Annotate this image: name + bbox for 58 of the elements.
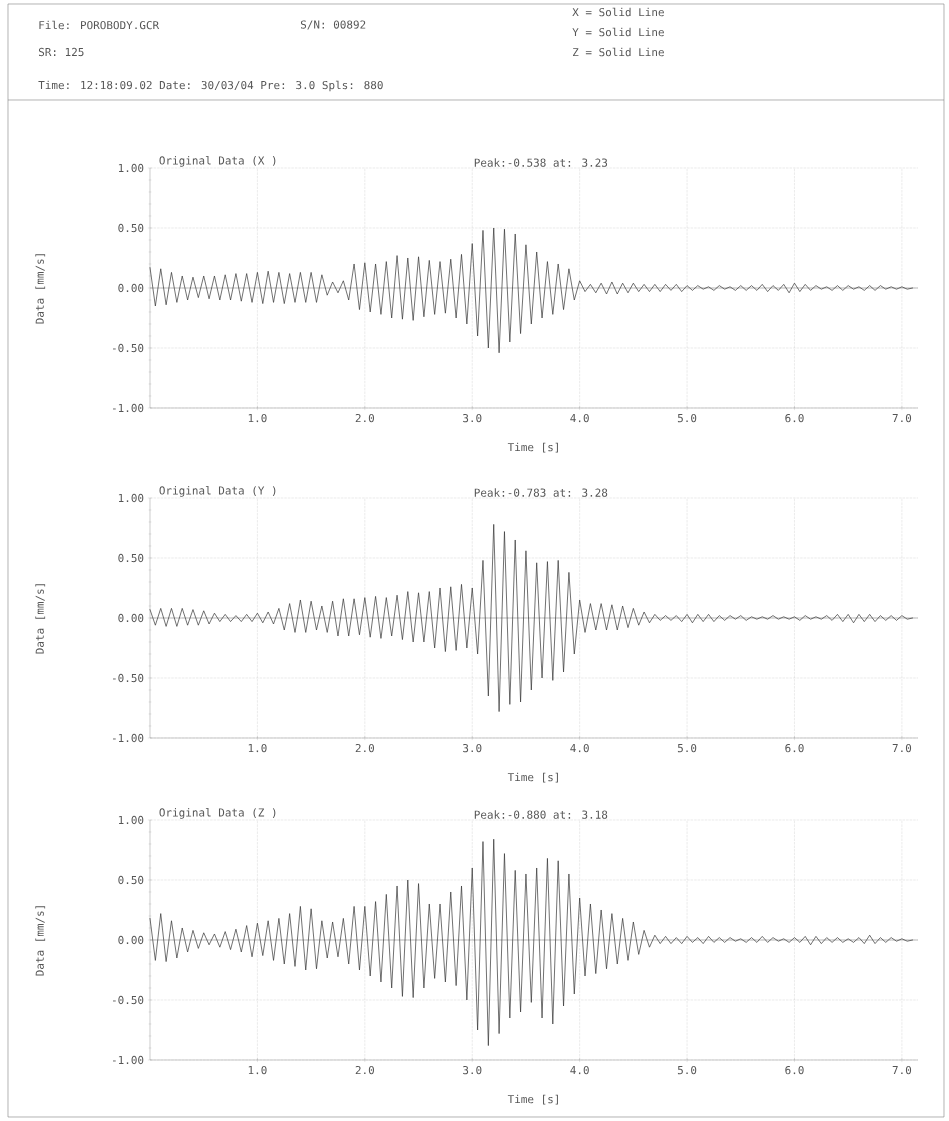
y-tick-label: 0.00 (118, 613, 144, 623)
x-tick-label: 6.0 (785, 743, 804, 753)
chart-title: Original Data (X ) (159, 156, 276, 167)
y-tick-label: 0.00 (118, 283, 144, 293)
x-axis-title: Time [s] (507, 442, 558, 453)
y-tick-label: 1.00 (118, 815, 144, 825)
x-tick-label: 7.0 (892, 413, 912, 423)
text: Peak:-0.783 at: 3.28 (474, 488, 608, 497)
chart-title: Original Data (Z ) (159, 808, 276, 819)
line-series (149, 524, 913, 712)
text: Time: 12:18:09.02 Date: 30/03/04 Pre: 3.0 Spls: 880 (38, 80, 383, 92)
line-series (149, 838, 913, 1046)
y-tick-label: 1.00 (118, 163, 144, 173)
y-tick-label: -0.50 (112, 995, 144, 1005)
x-tick-label: 2.0 (355, 1065, 375, 1075)
x-tick-label: 3.0 (463, 413, 482, 423)
x-tick-label: 4.0 (570, 413, 589, 423)
x-tick-label: 6.0 (785, 413, 804, 423)
y-tick-label: -1.00 (112, 1055, 144, 1065)
x-tick-label: 2.0 (355, 413, 375, 423)
x-tick-label: 6.0 (785, 1065, 804, 1075)
y-tick-label: 1.00 (118, 493, 144, 503)
y-axis-title: Data [mm/s] (35, 254, 46, 324)
x-axis-title: Time [s] (507, 1094, 558, 1105)
y-tick-label: -1.00 (112, 403, 144, 413)
x-tick-label: 7.0 (892, 1065, 912, 1075)
x-tick-label: 5.0 (677, 743, 697, 753)
text: Z = Solid Line (573, 47, 664, 57)
x-tick-label: 3.0 (463, 1065, 482, 1075)
y-tick-label: -1.00 (112, 733, 144, 743)
x-tick-label: 5.0 (677, 413, 697, 423)
y-tick-label: -0.50 (112, 343, 144, 353)
x-tick-label: 1.0 (248, 413, 267, 423)
text: S/N: 00892 (300, 20, 366, 30)
line-series (149, 227, 913, 354)
y-tick-label: 0.50 (118, 223, 144, 233)
x-tick-label: 3.0 (463, 743, 482, 753)
y-axis-title: Data [mm/s] (35, 906, 46, 976)
y-tick-label: 0.50 (118, 553, 144, 563)
x-tick-label: 4.0 (570, 743, 589, 753)
text: File: POROBODY.GCR (39, 20, 160, 30)
x-tick-label: 2.0 (355, 743, 375, 753)
x-tick-label: 7.0 (892, 743, 912, 753)
x-tick-label: 1.0 (248, 1065, 267, 1075)
y-tick-label: 0.50 (118, 875, 144, 885)
text: Peak:-0.538 at: 3.23 (474, 158, 608, 167)
y-tick-label: 0.00 (118, 935, 144, 945)
x-tick-label: 5.0 (677, 1065, 697, 1075)
x-tick-label: 1.0 (248, 743, 267, 753)
chart-title: Original Data (Y ) (159, 486, 276, 497)
x-tick-label: 4.0 (570, 1065, 589, 1075)
x-axis-title: Time [s] (507, 772, 558, 783)
text: Y = Solid Line (572, 27, 664, 37)
y-tick-label: -0.50 (112, 673, 144, 683)
y-axis-title: Data [mm/s] (35, 584, 46, 654)
text: SR: 125 (38, 47, 84, 57)
text: Peak:-0.880 at: 3.18 (474, 810, 608, 819)
text: X = Solid Line (572, 7, 664, 17)
